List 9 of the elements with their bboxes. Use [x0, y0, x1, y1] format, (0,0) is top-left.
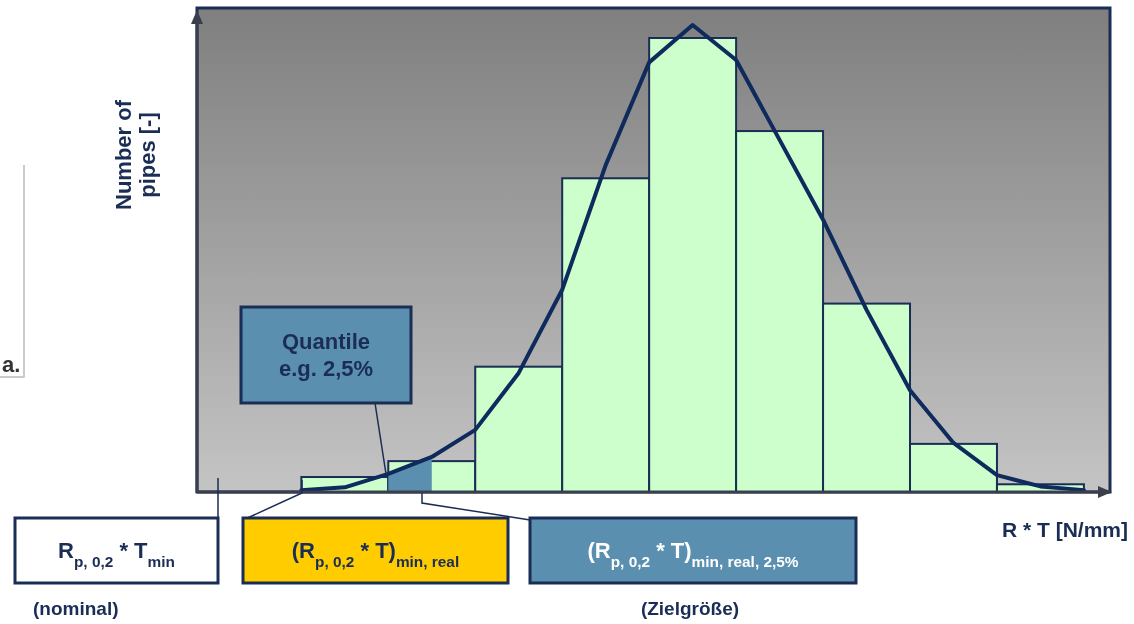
text: a.	[2, 352, 21, 377]
x-axis-title: R * T [N/mm]	[1002, 518, 1128, 541]
text: (R$_{p, 0,2}$ * T)$_{min, real}$	[291, 538, 460, 570]
text: (Zielgröße)	[640, 598, 740, 619]
text: (R$_{p, 0,2}$ * T)$_{min, real, 2,5%}$	[587, 538, 799, 570]
annotation: Quantile e.g. 2,5%	[278, 328, 374, 382]
text: R$_{p, 0,2}$ * T$_{min}$	[58, 538, 175, 570]
y-axis-title: Number of pipes [-]	[110, 99, 160, 210]
text: (nominal)	[33, 598, 119, 619]
